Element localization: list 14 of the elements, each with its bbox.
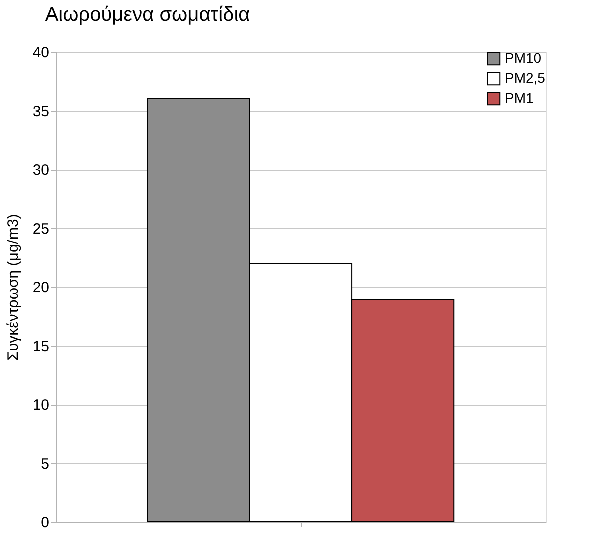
y-tick-label: 20 — [32, 280, 50, 296]
chart-title: Αιωρούμενα σωματίδια — [45, 4, 250, 26]
legend-label: PM10 — [505, 50, 542, 66]
legend-label: PM1 — [505, 90, 534, 106]
y-tick-label: 15 — [32, 338, 50, 356]
y-tick-label: 40 — [32, 44, 50, 62]
y-tick-label: 30 — [32, 162, 50, 179]
y-tick-label: 0 — [41, 514, 50, 532]
y-tick-label: 25 — [32, 220, 50, 238]
y-tick-label: 10 — [32, 397, 50, 414]
y-tick-label: 35 — [32, 103, 50, 120]
y-axis-title: Συγκέντρωση (μg/m3) — [4, 214, 22, 361]
y-tick-label: 5 — [41, 456, 50, 473]
legend-label: PM2,5 — [505, 70, 546, 86]
